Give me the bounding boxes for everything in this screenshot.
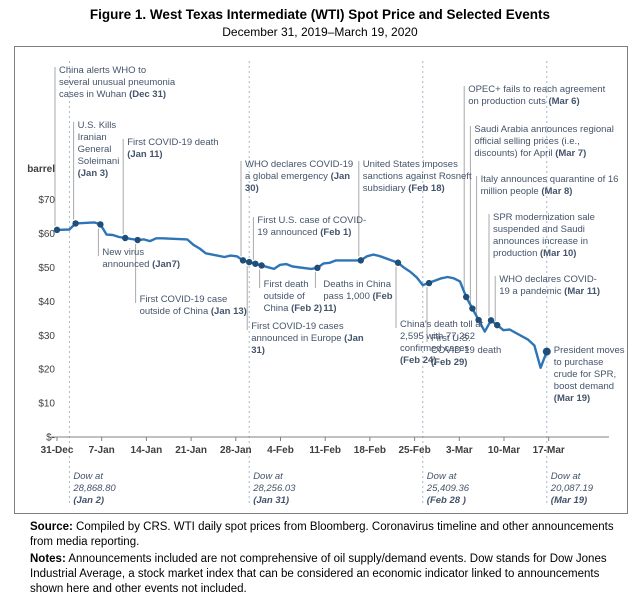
event-marker-dot [542, 347, 551, 356]
y-tick-label: $10 [38, 399, 55, 410]
x-tick-label: 14-Jan [131, 445, 163, 456]
event-marker-dot [425, 279, 433, 287]
x-tick-label: 18-Feb [354, 445, 386, 456]
event-annotation: First death outside of China (Feb 2) [263, 279, 323, 314]
event-annotation: SPR modernization sale suspended and Sau… [493, 212, 595, 259]
event-marker-dot [134, 236, 141, 244]
dow-note: Dow at 25,409.36 (Feb 28 ) [426, 471, 470, 506]
event-marker-dot [469, 305, 476, 312]
event-marker-dot [475, 316, 482, 324]
x-tick-label: 28-Jan [220, 445, 252, 456]
y-axis-unit-label: barrel [27, 164, 55, 175]
x-tick-label: 21-Jan [175, 445, 207, 456]
event-marker-dot [252, 260, 259, 267]
wti-price-line-chart: 31-Dec 7-Jan 14-Jan 21-Jan 28-Jan 4-Feb 11-Feb… [38, 61, 609, 503]
event-marker-dot [239, 257, 247, 264]
event-annotation: U.S. Kills Iranian General Soleimani (Ja… [77, 120, 120, 179]
event-annotation: WHO declares COVID-19 a global emergency… [245, 159, 354, 194]
chart-area: 31-Dec 7-Jan 14-Jan 21-Jan 28-Jan 4-Feb 11-Feb… [14, 46, 628, 514]
event-marker-dot [258, 262, 265, 269]
y-tick-label: $- [46, 433, 55, 444]
dow-note: Dow at 20,087.19 (Mar 19) [550, 471, 594, 506]
event-annotation: First COVID-19 case outside of China (Ja… [139, 294, 247, 317]
figure-subtitle: December 31, 2019–March 19, 2020 [222, 25, 418, 39]
x-tick-label: 17-Mar [533, 445, 565, 456]
event-annotation: Saudi Arabia announces regional official… [474, 124, 614, 159]
event-marker-dot [246, 258, 253, 266]
x-tick-label: 3-Mar [446, 445, 473, 456]
x-tick-label: 4-Feb [267, 445, 294, 456]
event-marker-dot [97, 221, 104, 228]
event-annotation: OPEC+ fails to reach agreement on produc… [468, 84, 606, 107]
source-note: Source: Compiled by CRS. WTI daily spot … [30, 520, 618, 550]
event-annotation: China's death toll at 2,595 with 77,262 … [400, 319, 484, 366]
event-annotation: United States imposes sanctions against … [362, 159, 472, 194]
source-text: Compiled by CRS. WTI daily spot prices f… [30, 521, 614, 548]
y-tick-label: $70 [38, 195, 55, 206]
notes-text: Announcements included are not comprehen… [30, 553, 607, 595]
x-tick-label: 25-Feb [398, 445, 430, 456]
x-tick-label: 31-Dec [41, 445, 74, 456]
y-tick-label: $20 [38, 365, 55, 376]
dow-note: Dow at 28,868.80 (Jan 2) [73, 471, 116, 506]
event-marker-dot [53, 226, 61, 234]
x-tick-label: 11-Feb [309, 445, 341, 456]
notes-note: Notes: Announcements included are not co… [30, 552, 618, 597]
event-marker-dot [357, 257, 364, 264]
x-tick-label: 10-Mar [488, 445, 520, 456]
event-marker-dot [122, 234, 129, 242]
x-tick-label: 7-Jan [89, 445, 115, 456]
event-annotation: First U.S. case of COVID-19 announced (F… [257, 215, 367, 238]
event-marker-dot [314, 264, 321, 272]
event-annotation: President moves to purchase crude for SP… [553, 345, 625, 404]
event-marker-dot [463, 293, 470, 301]
event-marker-dot [487, 317, 495, 324]
event-annotation: China alerts WHO to several unusual pneu… [59, 65, 176, 100]
event-marker-dot [394, 259, 402, 266]
y-tick-label: $40 [38, 297, 55, 308]
event-annotation: First COVID-19 death (Jan 11) [127, 137, 219, 160]
event-annotation: Deaths in China pass 1,000 (Feb 11) [323, 279, 393, 314]
event-marker-dot [494, 321, 501, 329]
event-annotation: WHO declares COVID-19 a pandemic (Mar 11… [499, 274, 601, 297]
y-tick-label: $60 [38, 229, 55, 240]
y-tick-label: $30 [38, 331, 55, 342]
source-label: Source: [30, 521, 73, 533]
event-marker-dot [72, 220, 79, 227]
event-annotation: First COVID-19 cases announced in Europe… [251, 321, 364, 356]
figure-title: Figure 1. West Texas Intermediate (WTI) … [89, 7, 551, 22]
y-tick-label: $50 [38, 263, 55, 274]
event-annotation: Italy announces quarantine of 16 million… [480, 174, 619, 197]
event-annotation: First U.S. COVID-19 death (Feb 29) [431, 333, 502, 368]
dow-note: Dow at 28,256.03 (Jan 31) [253, 471, 296, 506]
event-annotation: New virus announced (Jan7) [102, 247, 181, 270]
notes-label: Notes: [30, 553, 66, 565]
